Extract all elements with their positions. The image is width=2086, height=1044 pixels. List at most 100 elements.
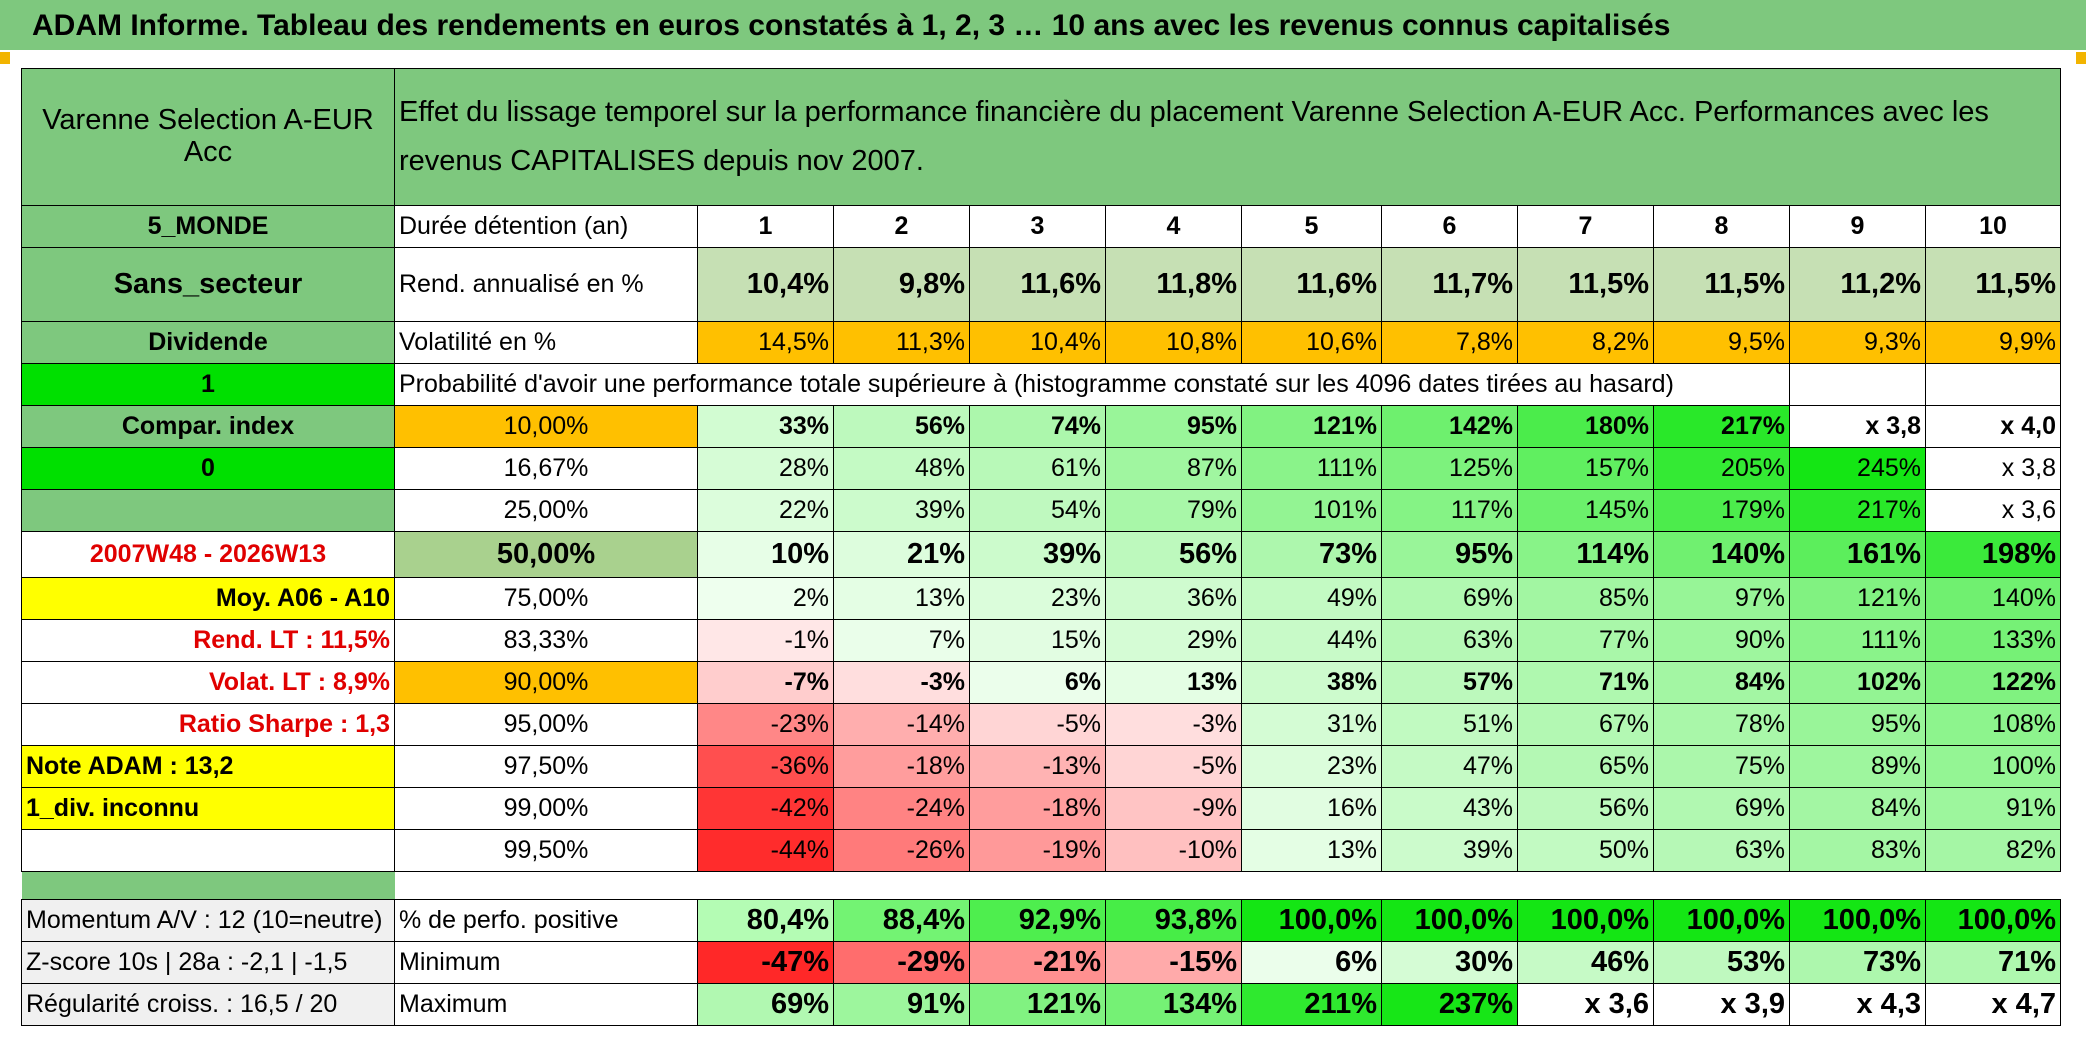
vol-value: 10,4% xyxy=(969,321,1106,364)
min-value: -15% xyxy=(1105,941,1242,984)
prob-value: 71% xyxy=(1517,661,1654,704)
prob-value: -36% xyxy=(697,745,834,788)
prob-value: 31% xyxy=(1241,703,1382,746)
prob-value: 97% xyxy=(1653,577,1790,620)
prob-value: 69% xyxy=(1653,787,1790,830)
gap-cell xyxy=(1654,872,1790,900)
min-value: 53% xyxy=(1653,941,1790,984)
prob-value: 125% xyxy=(1381,447,1518,490)
pos-value: 100,0% xyxy=(1653,899,1790,942)
prob-value: -19% xyxy=(969,829,1106,872)
year-header: 2 xyxy=(833,205,970,248)
prob-value: -42% xyxy=(697,787,834,830)
prob-value: 180% xyxy=(1517,405,1654,448)
prob-value: 21% xyxy=(833,531,970,578)
prob-threshold: 25,00% xyxy=(394,489,698,532)
prob-value: -24% xyxy=(833,787,970,830)
prob-value: 22% xyxy=(697,489,834,532)
max-value: x 4,7 xyxy=(1925,983,2061,1026)
prob-value: 78% xyxy=(1653,703,1790,746)
prob-value: -7% xyxy=(697,661,834,704)
pos-value: 100,0% xyxy=(1789,899,1926,942)
prob-value: 142% xyxy=(1381,405,1518,448)
period-label: 2007W48 - 2026W13 xyxy=(21,531,395,578)
prob-label: Probabilité d'avoir une performance tota… xyxy=(394,363,1790,406)
prob-value: 47% xyxy=(1381,745,1518,788)
prob-value: 95% xyxy=(1381,531,1518,578)
prob-value: 16% xyxy=(1241,787,1382,830)
prob-value: 38% xyxy=(1241,661,1382,704)
prob-value: 10% xyxy=(697,531,834,578)
gap-cell xyxy=(1242,872,1382,900)
flag-one: 1 xyxy=(21,363,395,406)
flag-zero: 0 xyxy=(21,447,395,490)
gap-cell xyxy=(1106,872,1242,900)
prob-threshold: 10,00% xyxy=(394,405,698,448)
max-row: Régularité croiss. : 16,5 / 20 Maximum 69%… xyxy=(21,983,2061,1026)
title-bar: ADAM Informe. Tableau des rendements en … xyxy=(0,0,2086,52)
prob-value: 114% xyxy=(1517,531,1654,578)
prob-value: 65% xyxy=(1517,745,1654,788)
prob-value: 140% xyxy=(1925,577,2061,620)
prob-row: Ratio Sharpe : 1,3 95,00% -23% -14% -5% -3% 31… xyxy=(21,703,2061,746)
prob-value: 84% xyxy=(1789,787,1926,830)
volat-lt-label: Volat. LT : 8,9% xyxy=(21,661,395,704)
gap-cell xyxy=(1926,872,2061,900)
prob-value: 117% xyxy=(1381,489,1518,532)
prob-value: 95% xyxy=(1105,405,1242,448)
prob-value: -18% xyxy=(833,745,970,788)
prob-value: 101% xyxy=(1241,489,1382,532)
pos-value: 100,0% xyxy=(1241,899,1382,942)
prob-value: 67% xyxy=(1517,703,1654,746)
gap-cell xyxy=(698,872,834,900)
pos-value: 100,0% xyxy=(1381,899,1518,942)
prob-row: 1_div. inconnu 99,00% -42% -24% -18% -9% 16% 43… xyxy=(21,787,2061,830)
gap-cell xyxy=(834,872,970,900)
year-header: 3 xyxy=(969,205,1106,248)
rend-value: 11,5% xyxy=(1517,247,1654,322)
min-value: 30% xyxy=(1381,941,1518,984)
prob-value: 85% xyxy=(1517,577,1654,620)
prob-value: 33% xyxy=(697,405,834,448)
pos-value: 92,9% xyxy=(969,899,1106,942)
year-header: 6 xyxy=(1381,205,1518,248)
prob-threshold: 90,00% xyxy=(394,661,698,704)
corner-mark xyxy=(0,52,10,64)
max-value: x 4,3 xyxy=(1789,983,1926,1026)
header-row: Varenne Selection A-EUR Acc Effet du liss… xyxy=(21,68,2061,206)
prob-value: 50% xyxy=(1517,829,1654,872)
year-header: 1 xyxy=(697,205,834,248)
performance-table: Varenne Selection A-EUR Acc Effet du liss… xyxy=(21,68,2061,1026)
prob-row: 25,00% 22% 39% 54% 79% 101% 117% 145% 179% 217% x … xyxy=(21,489,2061,532)
fund-name: Varenne Selection A-EUR Acc xyxy=(21,68,395,206)
prob-threshold: 95,00% xyxy=(394,703,698,746)
prob-value: 39% xyxy=(833,489,970,532)
prob-value: 54% xyxy=(969,489,1106,532)
gap-row xyxy=(21,871,2061,900)
prob-value: 7% xyxy=(833,619,970,662)
prob-value: 51% xyxy=(1381,703,1518,746)
prob-value: 48% xyxy=(833,447,970,490)
prob-value: 28% xyxy=(697,447,834,490)
prob-value: 23% xyxy=(969,577,1106,620)
prob-threshold: 83,33% xyxy=(394,619,698,662)
gap-cell xyxy=(1790,872,1926,900)
zscore-label: Z-score 10s | 28a : -2,1 | -1,5 xyxy=(21,941,395,984)
year-header: 7 xyxy=(1517,205,1654,248)
prob-row: 99,50% -44% -26% -19% -10% 13% 39% 50% 63% 83% 82% xyxy=(21,829,2061,872)
prob-value: -26% xyxy=(833,829,970,872)
prob-value: 145% xyxy=(1517,489,1654,532)
vol-value: 7,8% xyxy=(1381,321,1518,364)
prob-value: 217% xyxy=(1653,405,1790,448)
prob-value: 198% xyxy=(1925,531,2061,578)
prob-value: 13% xyxy=(1105,661,1242,704)
pos-value: 80,4% xyxy=(697,899,834,942)
prob-value: -3% xyxy=(1105,703,1242,746)
prob-value: -13% xyxy=(969,745,1106,788)
prob-value: 87% xyxy=(1105,447,1242,490)
prob-value: 179% xyxy=(1653,489,1790,532)
min-value: -47% xyxy=(697,941,834,984)
sharpe-label: Ratio Sharpe : 1,3 xyxy=(21,703,395,746)
min-value: 73% xyxy=(1789,941,1926,984)
vol-row: Dividende Volatilité en % 14,5% 11,3% 10,4% 1… xyxy=(21,321,2061,364)
